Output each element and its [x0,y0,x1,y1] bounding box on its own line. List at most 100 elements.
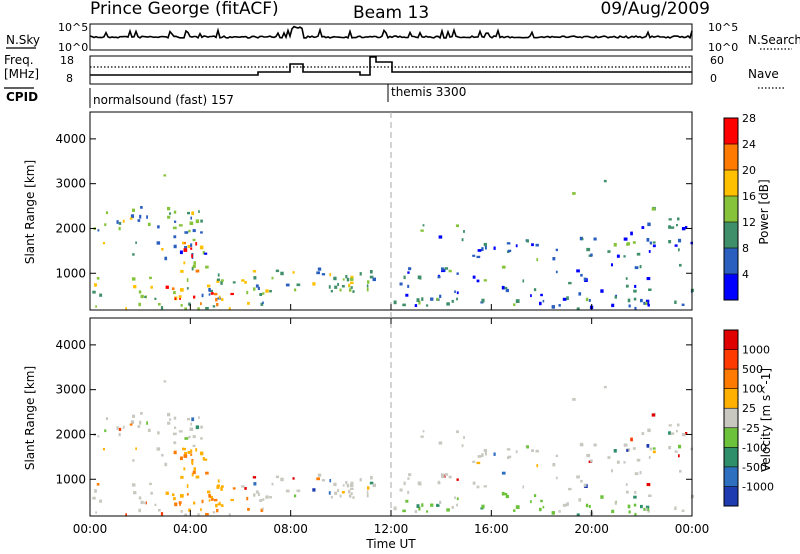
velocity-cell [674,450,678,453]
velocity-cell [174,426,177,429]
power-cell [217,273,220,277]
power-y-axis: 1000 2000 3000 4000 [55,132,692,280]
velocity-cell [296,489,301,493]
power-cell [232,281,236,284]
nsky-left-tick-bottom: 10^0 [58,41,88,54]
colorbar-tick-label: -500 [742,461,767,474]
velocity-cell [648,456,651,459]
velocity-cell [212,511,216,514]
power-cell [366,287,369,292]
power-cell [448,269,452,273]
velocity-cell [228,513,231,517]
x-axis-label: Time UT [365,537,416,551]
power-cell [132,208,135,212]
velocity-cell [576,513,580,517]
velocity-cell [614,501,617,505]
velocity-cell [252,476,257,479]
power-cell [200,219,203,223]
velocity-cell [195,475,200,479]
power-cell [259,293,263,296]
power-cell [628,304,631,308]
velocity-cell [169,418,172,421]
colorbar-tick-label: -1000 [742,480,774,493]
velocity-cell [208,494,211,498]
velocity-cell [552,463,556,467]
velocity-cell [441,473,444,477]
power-cell [133,285,137,289]
power-cell [611,263,613,267]
velocity-cell [585,503,589,508]
velocity-cell [393,506,397,511]
velocity-cell [183,467,186,471]
velocity-cell [104,429,107,433]
velocity-cell [208,499,211,502]
velocity-colorbar: 1000 500 100 25 -25 -100 -500 -1000 [723,329,774,507]
velocity-cell [207,490,211,494]
power-cell [576,269,580,273]
power-cell [408,267,412,271]
power-cell [515,299,520,303]
power-cell [681,227,686,231]
velocity-cell [342,484,345,487]
velocity-cell [636,458,641,462]
velocity-cell [633,503,637,507]
velocity-cell [216,485,220,489]
velocity-cell [444,473,449,476]
power-cell [625,284,629,288]
power-cell [246,290,249,295]
velocity-cell [632,447,636,450]
power-cell [137,219,141,222]
velocity-cell [647,508,650,511]
velocity-cell [294,494,297,498]
velocity-cell [184,437,189,440]
power-cell [414,304,418,307]
velocity-cell [135,447,137,450]
power-cell [178,224,183,227]
power-cell [184,231,189,234]
power-cell [350,286,353,289]
velocity-cell [677,423,680,427]
velocity-cell [456,478,459,481]
power-cell [180,304,183,307]
velocity-cell [674,506,677,510]
x-tick-label: 20:00 [574,522,609,536]
power-cell [160,306,164,310]
power-cell [346,277,350,282]
power-cell [481,298,485,303]
velocity-cell [641,432,645,435]
velocity-cell [189,427,194,431]
velocity-cell [204,458,208,461]
power-cell [139,214,142,219]
power-cell [677,217,680,221]
power-cell [316,271,320,275]
velocity-cell [195,448,198,452]
velocity-cell [255,490,259,494]
velocity-cell [262,498,265,501]
velocity-cell [350,487,354,490]
velocity-cell [681,509,685,512]
x-tick-label: 12:00 [374,522,409,536]
power-cell [530,294,532,298]
power-cell [247,301,250,305]
power-cell [292,271,295,274]
power-cell [350,277,354,281]
velocity-cell [95,511,97,514]
velocity-cell [213,498,218,502]
power-cell [201,293,204,298]
power-cell [95,305,97,308]
power-cell [253,276,257,280]
power-cell [328,285,331,289]
power-cell [613,243,617,247]
power-cell [678,248,680,252]
power-panel-bg [90,112,692,310]
velocity-cell [493,452,496,456]
power-cell [193,261,196,265]
velocity-cell [551,511,555,515]
power-cell [634,306,637,310]
power-cell [173,210,177,214]
power-cell [551,305,555,309]
power-cell [472,254,476,257]
power-cell [191,266,194,271]
power-cell [441,269,445,273]
velocity-panel: 1000 2000 3000 4000 Slant Range [km] 1000 50… [23,317,774,517]
